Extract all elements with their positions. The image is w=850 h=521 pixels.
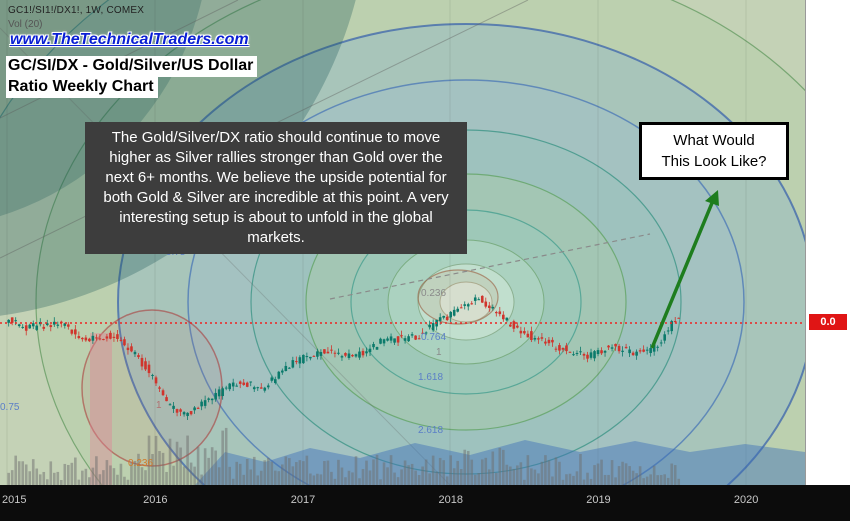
- year-label: 2017: [290, 494, 316, 506]
- annotation-arrow[interactable]: [650, 190, 719, 349]
- chart-title: GC/SI/DX - Gold/Silver/US Dollar Ratio W…: [6, 56, 258, 98]
- callout-line2: This Look Like?: [661, 153, 767, 170]
- symbol-legend[interactable]: GC1!/SI1!/DX1!, 1W, COMEX: [8, 5, 145, 16]
- fib-label: 1.618: [418, 372, 444, 383]
- fib-label: 2.618: [418, 425, 444, 436]
- year-label: 2020: [733, 494, 759, 506]
- price-axis[interactable]: 0.0: [805, 0, 850, 485]
- fib-label: 0.236: [421, 288, 447, 299]
- price-level-badge: 0.0: [809, 314, 847, 330]
- brown-fib-ellipse: [417, 269, 499, 325]
- chart-title-line2: Ratio Weekly Chart: [6, 77, 158, 98]
- time-axis[interactable]: 2015 2016 2017 2018 2019 2020: [0, 485, 850, 521]
- volume-bars: [7, 427, 681, 485]
- fib-label: 0.75: [0, 402, 20, 413]
- fib-label: 0.764: [421, 332, 447, 343]
- fib-label: 1: [156, 400, 162, 411]
- chart-title-line1: GC/SI/DX - Gold/Silver/US Dollar: [6, 56, 258, 77]
- fib-label: 1: [436, 347, 442, 358]
- volume-spike-band: [90, 333, 112, 485]
- website-watermark: www.TheTechnicalTraders.com: [10, 31, 249, 48]
- dashed-trendline[interactable]: [329, 233, 651, 300]
- callout-line1: What Would: [673, 132, 755, 149]
- year-label: 2018: [438, 494, 463, 506]
- fib-label: 0.236: [128, 458, 154, 469]
- year-label: 2015: [2, 494, 27, 506]
- callout-box: What Would This Look Like?: [639, 122, 789, 180]
- volume-indicator-label[interactable]: Vol (20): [8, 19, 43, 30]
- year-label: 2016: [143, 494, 168, 506]
- annotation-note: The Gold/Silver/DX ratio should continue…: [85, 122, 467, 254]
- year-label: 2019: [586, 494, 611, 506]
